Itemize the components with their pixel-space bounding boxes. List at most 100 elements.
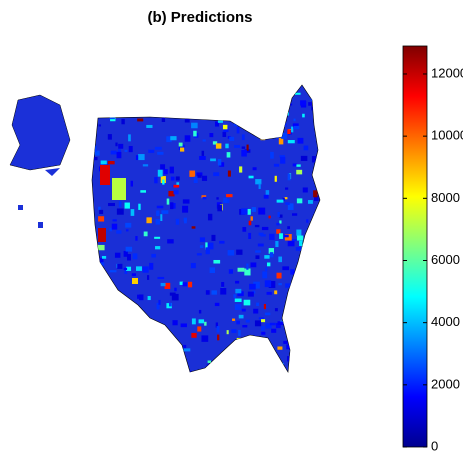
county bbox=[296, 169, 303, 175]
county bbox=[199, 245, 204, 249]
county bbox=[236, 126, 240, 134]
county bbox=[115, 351, 123, 354]
county bbox=[161, 100, 168, 106]
county bbox=[151, 253, 156, 258]
county bbox=[255, 179, 262, 185]
county bbox=[311, 335, 314, 340]
county bbox=[148, 149, 155, 153]
county bbox=[282, 197, 285, 201]
county bbox=[236, 320, 240, 325]
county bbox=[204, 321, 207, 326]
county bbox=[126, 299, 131, 302]
county bbox=[125, 229, 129, 232]
county bbox=[280, 156, 286, 164]
county bbox=[138, 203, 141, 210]
county bbox=[321, 144, 323, 150]
county bbox=[287, 203, 294, 210]
county bbox=[233, 294, 237, 299]
county bbox=[276, 115, 283, 120]
county bbox=[96, 102, 102, 105]
county bbox=[238, 314, 244, 319]
county bbox=[132, 278, 138, 284]
county bbox=[123, 267, 128, 271]
county bbox=[147, 333, 153, 338]
county bbox=[283, 197, 288, 200]
county bbox=[135, 91, 141, 99]
county bbox=[149, 262, 154, 270]
county bbox=[280, 362, 284, 368]
county bbox=[256, 369, 259, 372]
county bbox=[145, 363, 151, 369]
county bbox=[284, 187, 289, 190]
county bbox=[247, 291, 254, 297]
county bbox=[250, 216, 253, 221]
county bbox=[160, 282, 166, 287]
county bbox=[94, 332, 100, 338]
county bbox=[227, 170, 231, 177]
county bbox=[217, 204, 223, 212]
county bbox=[235, 280, 240, 284]
county bbox=[172, 320, 178, 326]
county bbox=[96, 257, 104, 263]
county bbox=[315, 219, 320, 223]
county bbox=[223, 92, 228, 99]
county bbox=[300, 155, 308, 161]
county bbox=[119, 94, 124, 101]
county bbox=[276, 199, 284, 203]
county bbox=[198, 319, 205, 324]
county bbox=[167, 239, 174, 244]
county bbox=[238, 330, 241, 336]
colorbar-tick-label: 4000 bbox=[431, 314, 460, 329]
county bbox=[274, 175, 277, 182]
county bbox=[243, 114, 250, 119]
county bbox=[108, 353, 115, 361]
county bbox=[268, 280, 276, 288]
county bbox=[301, 332, 308, 339]
county bbox=[291, 126, 294, 133]
county bbox=[157, 151, 164, 155]
county bbox=[182, 363, 187, 370]
county bbox=[299, 240, 303, 247]
county bbox=[115, 95, 120, 101]
county bbox=[154, 327, 159, 331]
county bbox=[158, 299, 161, 305]
county bbox=[225, 143, 229, 149]
county bbox=[142, 164, 149, 167]
county bbox=[234, 298, 242, 302]
county bbox=[182, 91, 186, 95]
county bbox=[164, 282, 171, 289]
county bbox=[296, 164, 301, 167]
county bbox=[246, 263, 249, 270]
county bbox=[182, 282, 188, 287]
county bbox=[163, 169, 168, 175]
county bbox=[305, 86, 310, 91]
county bbox=[204, 109, 207, 115]
county bbox=[211, 234, 216, 242]
county bbox=[274, 290, 278, 295]
county bbox=[182, 199, 190, 204]
county bbox=[285, 283, 292, 288]
county bbox=[166, 198, 170, 205]
county bbox=[303, 145, 309, 151]
county bbox=[196, 172, 203, 176]
county bbox=[295, 272, 299, 278]
county bbox=[255, 255, 260, 259]
county bbox=[313, 195, 319, 202]
county bbox=[250, 262, 257, 268]
county bbox=[234, 101, 237, 109]
county bbox=[132, 334, 139, 342]
county bbox=[234, 304, 242, 310]
county bbox=[303, 315, 309, 322]
county bbox=[157, 276, 165, 280]
hawaii bbox=[38, 222, 43, 228]
county bbox=[135, 236, 138, 241]
county bbox=[253, 308, 259, 314]
county bbox=[215, 143, 222, 149]
county bbox=[237, 352, 241, 360]
county bbox=[258, 183, 261, 189]
county bbox=[248, 220, 252, 226]
county bbox=[277, 371, 284, 372]
county bbox=[137, 118, 144, 122]
county bbox=[99, 346, 105, 351]
county bbox=[279, 220, 282, 224]
